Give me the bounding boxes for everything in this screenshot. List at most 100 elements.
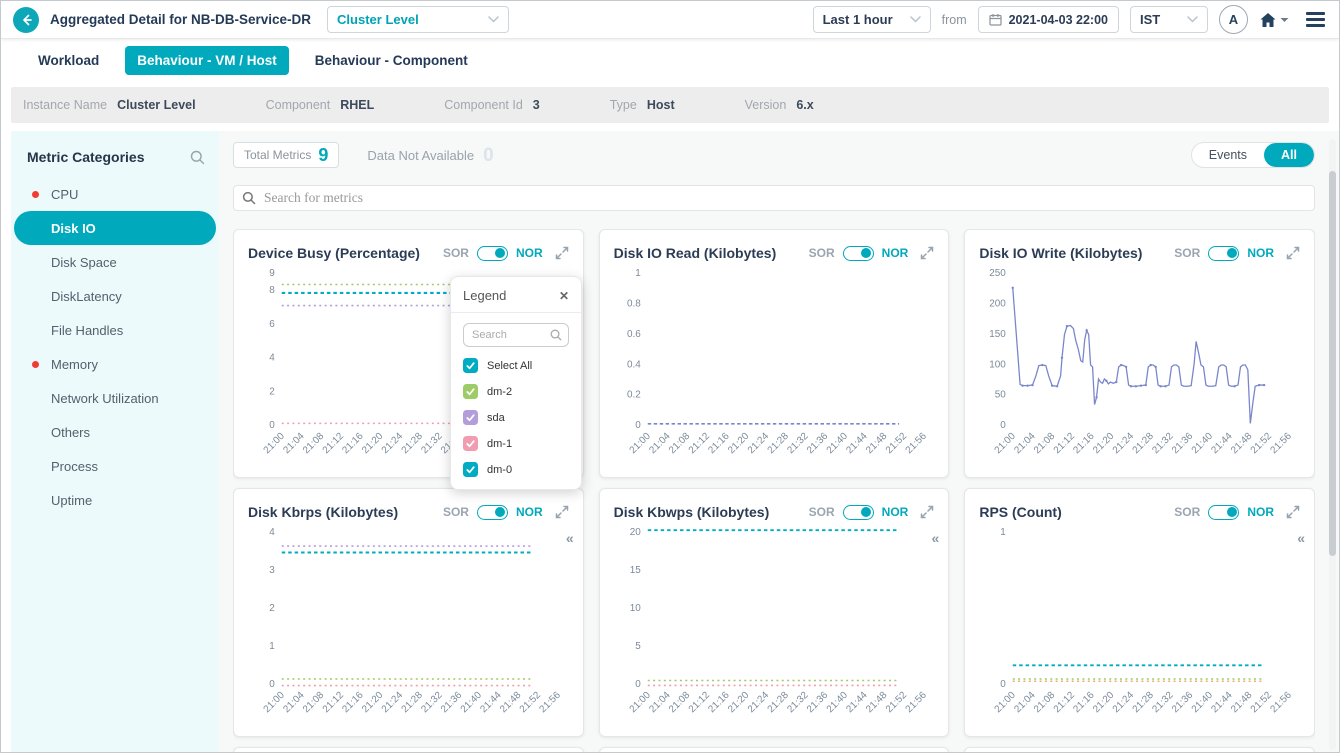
- svg-text:21:12: 21:12: [1052, 689, 1078, 715]
- sidebar-item-memory[interactable]: Memory: [14, 347, 216, 381]
- sor-nor-toggle[interactable]: [477, 246, 508, 261]
- svg-text:9: 9: [269, 268, 275, 279]
- svg-text:21:00: 21:00: [262, 430, 288, 456]
- svg-text:1: 1: [269, 641, 275, 652]
- expand-icon[interactable]: [920, 505, 934, 519]
- toggle-knob: [861, 507, 871, 517]
- svg-text:21:28: 21:28: [400, 430, 426, 456]
- checkbox-checked[interactable]: [463, 436, 478, 451]
- expand-icon[interactable]: [555, 246, 569, 260]
- close-icon[interactable]: ✕: [559, 289, 569, 303]
- sidebar-item-network-utilization[interactable]: Network Utilization: [14, 381, 216, 415]
- chart-title: Device Busy (Percentage): [248, 245, 420, 261]
- checkbox-checked[interactable]: [463, 462, 478, 477]
- cluster-level-select[interactable]: Cluster Level: [327, 6, 509, 33]
- search-icon[interactable]: [190, 150, 205, 165]
- svg-text:21:24: 21:24: [380, 430, 406, 456]
- svg-text:50: 50: [995, 390, 1007, 401]
- legend-item[interactable]: dm-0: [463, 462, 569, 477]
- sidebar-item-disklatency[interactable]: DiskLatency: [14, 279, 216, 313]
- svg-text:4: 4: [269, 527, 275, 538]
- svg-text:21:20: 21:20: [726, 689, 752, 715]
- legend-item[interactable]: dm-1: [463, 436, 569, 451]
- alert-dot: [32, 361, 39, 368]
- sor-nor-toggle[interactable]: [843, 246, 874, 261]
- sidebar-item-cpu[interactable]: CPU: [14, 177, 216, 211]
- time-range-select[interactable]: Last 1 hour: [813, 6, 931, 33]
- tab-behaviour-vm-host[interactable]: Behaviour - VM / Host: [125, 46, 289, 75]
- events-button[interactable]: Events: [1192, 143, 1264, 167]
- svg-text:21:48: 21:48: [864, 689, 890, 715]
- sidebar-item-file-handles[interactable]: File Handles: [14, 313, 216, 347]
- sidebar-item-others[interactable]: Others: [14, 415, 216, 449]
- svg-text:21:48: 21:48: [1229, 430, 1255, 456]
- datetime-picker[interactable]: 2021-04-03 22:00: [978, 6, 1119, 33]
- svg-text:21:04: 21:04: [1013, 689, 1039, 715]
- all-button[interactable]: All: [1264, 143, 1314, 167]
- sidebar-item-disk-io[interactable]: Disk IO: [14, 211, 216, 245]
- nor-label: NOR: [1247, 246, 1274, 260]
- checkbox-checked[interactable]: [463, 384, 478, 399]
- expand-icon[interactable]: [555, 505, 569, 519]
- back-button[interactable]: [13, 7, 39, 33]
- svg-text:0.2: 0.2: [627, 390, 641, 401]
- legend-item[interactable]: Select All: [463, 358, 569, 373]
- svg-text:21:12: 21:12: [1052, 430, 1078, 456]
- svg-text:21:28: 21:28: [765, 430, 791, 456]
- svg-text:21:36: 21:36: [805, 689, 831, 715]
- info-value: 6.x: [796, 98, 813, 112]
- caret-down-icon: [1280, 17, 1289, 23]
- checkbox-checked[interactable]: [463, 410, 478, 425]
- timezone-select[interactable]: IST: [1130, 6, 1208, 33]
- scrollbar-handle[interactable]: [1329, 171, 1336, 556]
- hamburger-menu-icon[interactable]: [1306, 12, 1325, 27]
- home-menu[interactable]: [1259, 12, 1289, 28]
- expand-icon[interactable]: [920, 246, 934, 260]
- sor-nor-toggle[interactable]: [1208, 246, 1239, 261]
- avatar[interactable]: A: [1219, 5, 1248, 34]
- sor-nor-toggle[interactable]: [477, 505, 508, 520]
- svg-text:21:56: 21:56: [903, 430, 929, 456]
- svg-text:21:12: 21:12: [321, 430, 347, 456]
- collapse-legend-icon[interactable]: «: [1297, 531, 1305, 545]
- sidebar-item-disk-space[interactable]: Disk Space: [14, 245, 216, 279]
- svg-text:21:12: 21:12: [686, 689, 712, 715]
- expand-icon[interactable]: [1286, 505, 1300, 519]
- metric-search-input[interactable]: [233, 185, 1315, 211]
- tab-workload[interactable]: Workload: [26, 46, 111, 75]
- metrics-toolbar: Total Metrics 9 Data Not Available 0 Eve…: [233, 141, 1315, 169]
- info-label: Component: [266, 98, 331, 112]
- info-field: TypeHost: [610, 98, 675, 112]
- svg-text:21:24: 21:24: [1111, 430, 1137, 456]
- tab-behaviour-component[interactable]: Behaviour - Component: [303, 46, 480, 75]
- data-point: [1032, 384, 1034, 386]
- svg-text:21:20: 21:20: [726, 430, 752, 456]
- expand-icon[interactable]: [1286, 246, 1300, 260]
- collapse-legend-icon[interactable]: «: [566, 531, 574, 545]
- nor-label: NOR: [516, 246, 543, 260]
- svg-text:4: 4: [269, 353, 275, 364]
- data-point: [1160, 385, 1162, 387]
- toggle-knob: [861, 248, 871, 258]
- sidebar-item-process[interactable]: Process: [14, 449, 216, 483]
- collapse-legend-icon[interactable]: «: [932, 531, 940, 545]
- legend-item[interactable]: dm-2: [463, 384, 569, 399]
- info-bar: Instance NameCluster LevelComponentRHELC…: [11, 87, 1329, 123]
- sor-nor-toggle[interactable]: [1208, 505, 1239, 520]
- data-point: [1263, 384, 1265, 386]
- vertical-scrollbar[interactable]: [1329, 139, 1336, 750]
- chart-title: Disk Kbwps (Kilobytes): [614, 504, 770, 520]
- chart-title: Disk Kbrps (Kilobytes): [248, 504, 398, 520]
- page-title: Aggregated Detail for NB-DB-Service-DR: [50, 12, 311, 27]
- data-point: [1022, 384, 1024, 386]
- data-point: [1106, 380, 1108, 382]
- svg-text:21:32: 21:32: [785, 689, 811, 715]
- svg-text:21:04: 21:04: [1013, 430, 1039, 456]
- tab-bar: Workload Behaviour - VM / Host Behaviour…: [1, 39, 1339, 81]
- svg-text:21:36: 21:36: [439, 689, 465, 715]
- total-metrics-badge: Total Metrics 9: [233, 142, 339, 168]
- sidebar-item-uptime[interactable]: Uptime: [14, 483, 216, 517]
- sor-nor-toggle[interactable]: [843, 505, 874, 520]
- legend-item[interactable]: sda: [463, 410, 569, 425]
- checkbox-checked[interactable]: [463, 358, 478, 373]
